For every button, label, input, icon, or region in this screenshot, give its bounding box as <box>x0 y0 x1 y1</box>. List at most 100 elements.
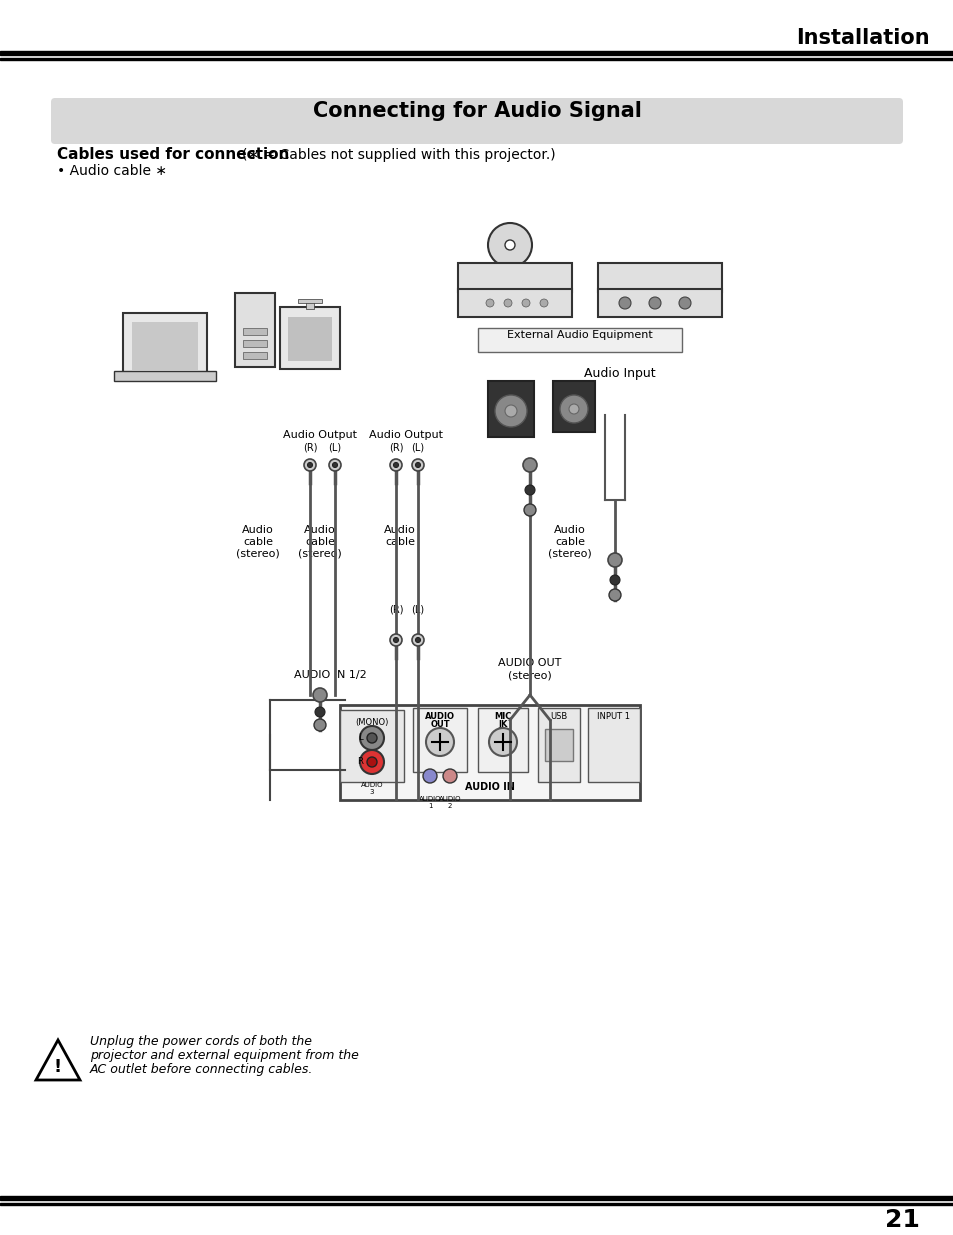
Text: AUDIO
1: AUDIO 1 <box>418 797 441 809</box>
FancyBboxPatch shape <box>339 710 403 782</box>
Circle shape <box>522 458 537 472</box>
Circle shape <box>412 459 423 471</box>
Text: INPUT 1: INPUT 1 <box>597 713 630 721</box>
Text: AUDIO IN 1/2: AUDIO IN 1/2 <box>294 671 366 680</box>
Text: (L): (L) <box>411 605 424 615</box>
Text: AUDIO OUT
(stereo): AUDIO OUT (stereo) <box>497 658 561 680</box>
Text: External Audio Equipment: External Audio Equipment <box>507 330 652 340</box>
Circle shape <box>359 726 384 750</box>
Bar <box>288 317 332 361</box>
Circle shape <box>333 462 337 468</box>
Circle shape <box>390 459 401 471</box>
Circle shape <box>504 405 517 417</box>
Text: JK: JK <box>497 720 507 729</box>
Text: L: L <box>357 734 362 742</box>
Text: (R): (R) <box>388 442 403 452</box>
FancyBboxPatch shape <box>477 329 681 352</box>
FancyBboxPatch shape <box>477 708 527 772</box>
Text: 21: 21 <box>884 1208 919 1233</box>
FancyBboxPatch shape <box>537 708 579 782</box>
Circle shape <box>304 459 315 471</box>
Circle shape <box>393 462 398 468</box>
Text: Connecting for Audio Signal: Connecting for Audio Signal <box>313 101 640 121</box>
Circle shape <box>367 757 376 767</box>
Bar <box>243 340 267 347</box>
Circle shape <box>307 462 313 468</box>
Bar <box>0 51 953 56</box>
Text: Cables used for connection: Cables used for connection <box>57 147 289 162</box>
Bar <box>306 301 314 309</box>
Bar <box>0 1195 953 1200</box>
Text: AUDIO IN: AUDIO IN <box>464 782 515 792</box>
Text: Audio
cable: Audio cable <box>384 525 416 547</box>
FancyBboxPatch shape <box>598 289 721 317</box>
Bar <box>0 1203 953 1205</box>
Text: (MONO): (MONO) <box>355 718 388 727</box>
Circle shape <box>393 637 398 642</box>
Text: AUDIO
3: AUDIO 3 <box>360 782 383 795</box>
Circle shape <box>568 404 578 414</box>
Circle shape <box>314 719 326 731</box>
Text: R: R <box>356 757 362 767</box>
Text: Audio
cable
(stereo): Audio cable (stereo) <box>548 525 591 558</box>
Circle shape <box>559 395 587 424</box>
Polygon shape <box>36 1040 80 1079</box>
FancyBboxPatch shape <box>598 263 721 291</box>
Circle shape <box>607 553 621 567</box>
Circle shape <box>609 576 619 585</box>
Text: projector and external equipment from the: projector and external equipment from th… <box>90 1049 358 1062</box>
Circle shape <box>442 769 456 783</box>
FancyBboxPatch shape <box>457 263 572 291</box>
Text: (L): (L) <box>328 442 341 452</box>
Text: MIC: MIC <box>494 713 511 721</box>
Text: (R): (R) <box>388 605 403 615</box>
FancyBboxPatch shape <box>413 708 467 772</box>
Bar <box>243 352 267 359</box>
FancyBboxPatch shape <box>553 382 595 432</box>
Circle shape <box>503 299 512 308</box>
Text: Audio Output: Audio Output <box>369 430 442 440</box>
FancyBboxPatch shape <box>234 293 274 367</box>
Text: OUT: OUT <box>430 720 450 729</box>
Text: Unplug the power cords of both the: Unplug the power cords of both the <box>90 1035 312 1049</box>
Circle shape <box>314 706 325 718</box>
Circle shape <box>416 462 420 468</box>
Circle shape <box>359 750 384 774</box>
FancyBboxPatch shape <box>457 289 572 317</box>
Text: (R): (R) <box>302 442 317 452</box>
Text: Audio
cable
(stereo): Audio cable (stereo) <box>236 525 279 558</box>
Circle shape <box>390 634 401 646</box>
Circle shape <box>521 299 530 308</box>
Bar <box>297 299 322 303</box>
Bar <box>339 705 639 800</box>
Text: USB: USB <box>550 713 567 721</box>
FancyBboxPatch shape <box>123 312 207 377</box>
Text: Installation: Installation <box>796 28 929 48</box>
Text: AUDIO: AUDIO <box>424 713 455 721</box>
Circle shape <box>329 459 340 471</box>
FancyBboxPatch shape <box>280 308 339 369</box>
Text: Audio Input: Audio Input <box>583 367 655 380</box>
Circle shape <box>618 296 630 309</box>
Circle shape <box>504 240 515 249</box>
Circle shape <box>495 395 526 427</box>
Circle shape <box>608 589 620 601</box>
Circle shape <box>313 688 327 701</box>
FancyBboxPatch shape <box>587 708 639 782</box>
Text: • Audio cable ∗: • Audio cable ∗ <box>57 164 167 178</box>
Circle shape <box>485 299 494 308</box>
Circle shape <box>367 734 376 743</box>
Bar <box>0 58 953 61</box>
Circle shape <box>679 296 690 309</box>
FancyBboxPatch shape <box>51 98 902 144</box>
Text: Audio Output: Audio Output <box>283 430 356 440</box>
Circle shape <box>489 727 517 756</box>
Text: !: ! <box>54 1058 62 1076</box>
Circle shape <box>416 637 420 642</box>
Text: (L): (L) <box>411 442 424 452</box>
Bar <box>132 322 198 370</box>
Text: Audio
cable
(stereo): Audio cable (stereo) <box>297 525 341 558</box>
Text: AC outlet before connecting cables.: AC outlet before connecting cables. <box>90 1063 313 1076</box>
FancyBboxPatch shape <box>488 382 534 437</box>
Circle shape <box>426 727 454 756</box>
